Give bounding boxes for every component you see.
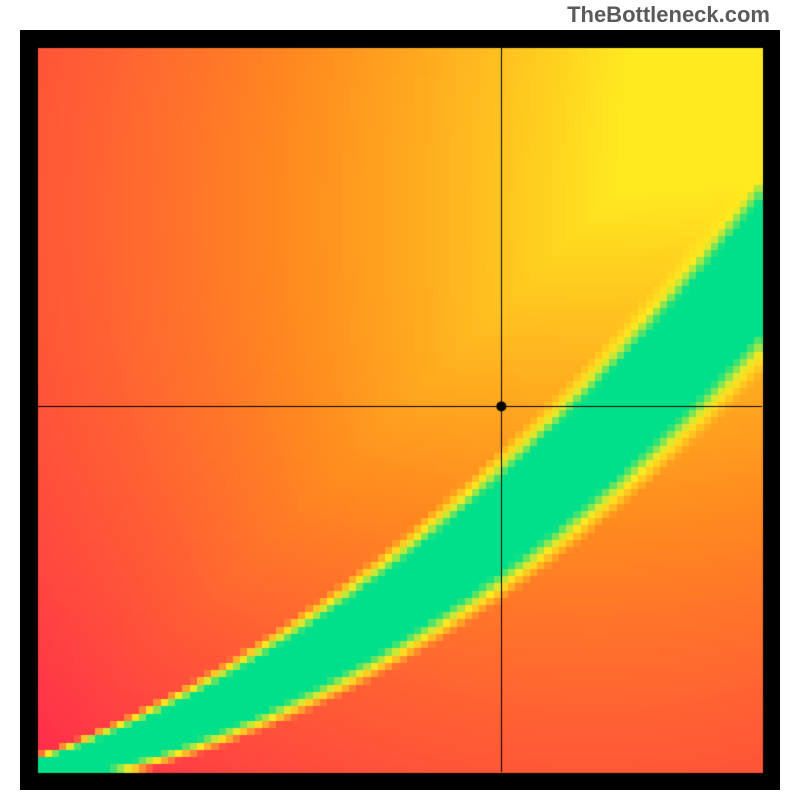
watermark-text: TheBottleneck.com (567, 2, 770, 28)
chart-outer-frame (20, 30, 780, 790)
page-container: TheBottleneck.com (0, 0, 800, 800)
bottleneck-heatmap (20, 30, 780, 790)
